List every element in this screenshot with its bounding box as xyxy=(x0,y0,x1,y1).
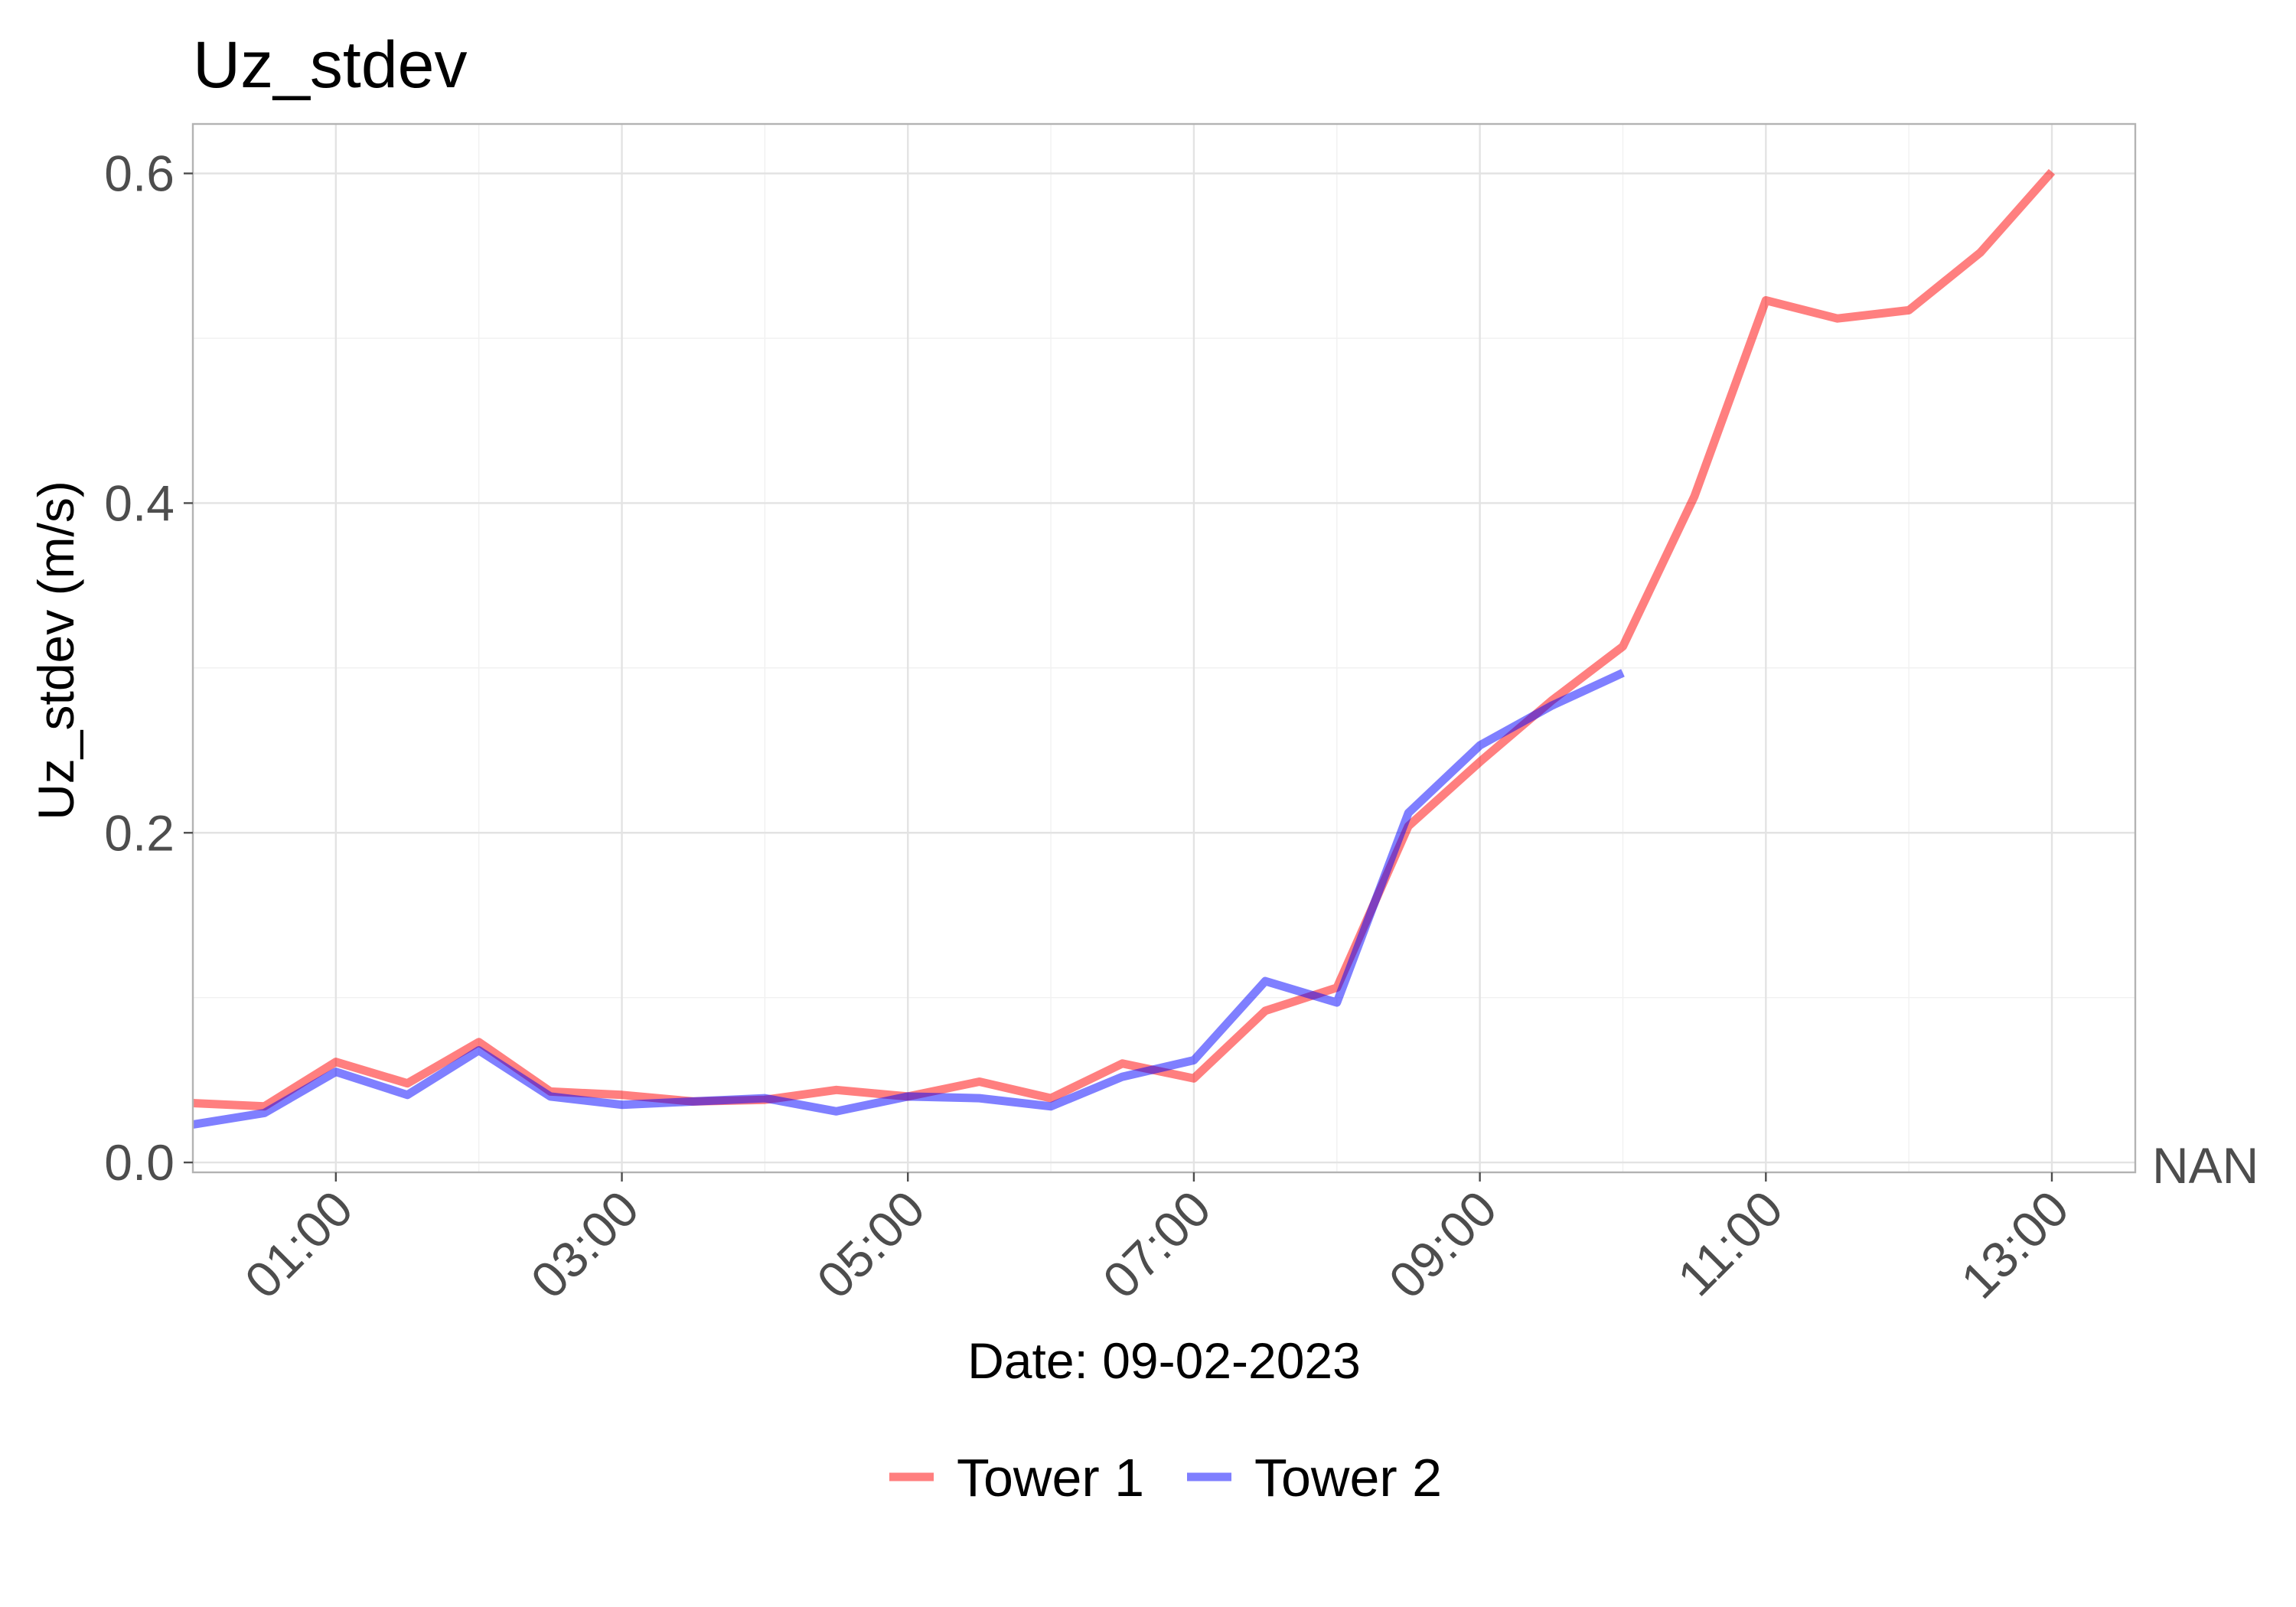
legend-label-tower-1: Tower 1 xyxy=(957,1448,1144,1508)
legend: Tower 1 Tower 2 xyxy=(889,1448,1442,1508)
x-tick-label: 07:00 xyxy=(1092,1180,1221,1309)
series-lines xyxy=(192,168,2056,1129)
series-line-tower-1 xyxy=(192,168,2056,1111)
x-tick-label: 01:00 xyxy=(234,1180,364,1309)
y-tick-label: 0.6 xyxy=(104,145,174,202)
x-axis-title: Date: 09-02-2023 xyxy=(967,1332,1361,1389)
x-tick-label: 09:00 xyxy=(1378,1180,1507,1309)
y-axis-title: Uz_stdev (m/s) xyxy=(28,481,84,820)
x-tick-label: 11:00 xyxy=(1667,1180,1794,1307)
major-gridlines xyxy=(193,124,2135,1172)
y-tick-label: 0.2 xyxy=(104,804,174,861)
legend-label-tower-2: Tower 2 xyxy=(1254,1448,1442,1508)
x-tick-label: 13:00 xyxy=(1950,1180,2079,1309)
x-axis: 01:00 03:00 05:00 07:00 09:00 11:00 13:00 xyxy=(234,1172,2079,1309)
x-tick-label: 05:00 xyxy=(806,1180,935,1309)
plot-panel xyxy=(191,122,2137,1174)
series-line-tower-2 xyxy=(192,669,1625,1129)
chart-title: Uz_stdev xyxy=(193,28,468,102)
x-tick-label: 03:00 xyxy=(520,1180,649,1309)
minor-gridlines xyxy=(192,124,2135,1172)
y-tick-label: 0.0 xyxy=(104,1134,174,1191)
y-tick-label: 0.4 xyxy=(104,474,174,531)
nan-label: NAN xyxy=(2152,1137,2258,1194)
y-axis: 0.0 0.2 0.4 0.6 xyxy=(104,145,193,1191)
